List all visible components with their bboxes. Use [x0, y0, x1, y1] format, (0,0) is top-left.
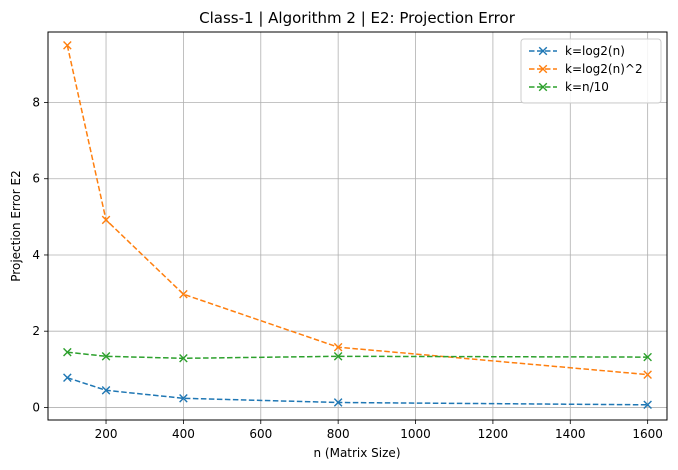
data-point [101, 352, 111, 361]
legend-marker [538, 64, 548, 74]
x-tick-label: 1600 [632, 427, 663, 441]
legend-item: k=n/10 [529, 80, 609, 94]
data-point [179, 353, 188, 363]
series-line [66, 45, 648, 376]
data-point [643, 370, 652, 379]
ticks: 200 400 600 800 1000 1200 1400 1600 0 2 4 6 8 [32, 96, 663, 441]
legend-item: k=log2(n) [529, 44, 625, 58]
data-point [333, 352, 343, 361]
legend-item: k=log2(n)^2 [529, 62, 643, 76]
data-point [179, 289, 188, 299]
legend: k=log2(n) k=log2(n)^2 k=n/10 [520, 38, 662, 104]
y-tick-label: 2 [32, 324, 40, 338]
y-tick-label: 8 [32, 96, 40, 110]
data-point [63, 41, 72, 50]
data-point [63, 373, 72, 382]
series-2 [63, 41, 652, 379]
data-point [101, 215, 111, 225]
y-tick-label: 0 [32, 400, 40, 414]
series-3 [63, 347, 652, 363]
x-axis-label: n (Matrix Size) [313, 446, 400, 460]
chart-title: Class-1 | Algorithm 2 | E2: Projection E… [199, 9, 516, 27]
data-point [63, 347, 72, 357]
y-tick-label: 4 [32, 248, 40, 262]
data-point [101, 385, 111, 395]
x-tick-label: 400 [172, 427, 195, 441]
legend-marker [538, 46, 548, 56]
y-axis-label: Projection Error E2 [9, 170, 23, 281]
series-layer [63, 41, 652, 410]
legend-label: k=log2(n) [565, 44, 625, 58]
legend-label: k=n/10 [565, 80, 609, 94]
x-tick-label: 1400 [555, 427, 586, 441]
series-1 [63, 373, 652, 410]
x-tick-label: 600 [249, 427, 272, 441]
legend-label: k=log2(n)^2 [565, 62, 643, 76]
y-tick-label: 6 [32, 172, 40, 186]
plot-frame [47, 31, 668, 421]
data-point [643, 400, 652, 410]
data-point [333, 342, 343, 352]
data-point [179, 393, 188, 403]
series-line [67, 376, 648, 406]
data-point [333, 398, 343, 407]
data-point [643, 352, 652, 362]
legend-marker [538, 82, 548, 92]
x-tick-label: 1000 [400, 427, 431, 441]
x-tick-label: 200 [95, 427, 118, 441]
x-tick-label: 800 [327, 427, 350, 441]
x-tick-label: 1200 [478, 427, 509, 441]
series-line [67, 351, 648, 360]
